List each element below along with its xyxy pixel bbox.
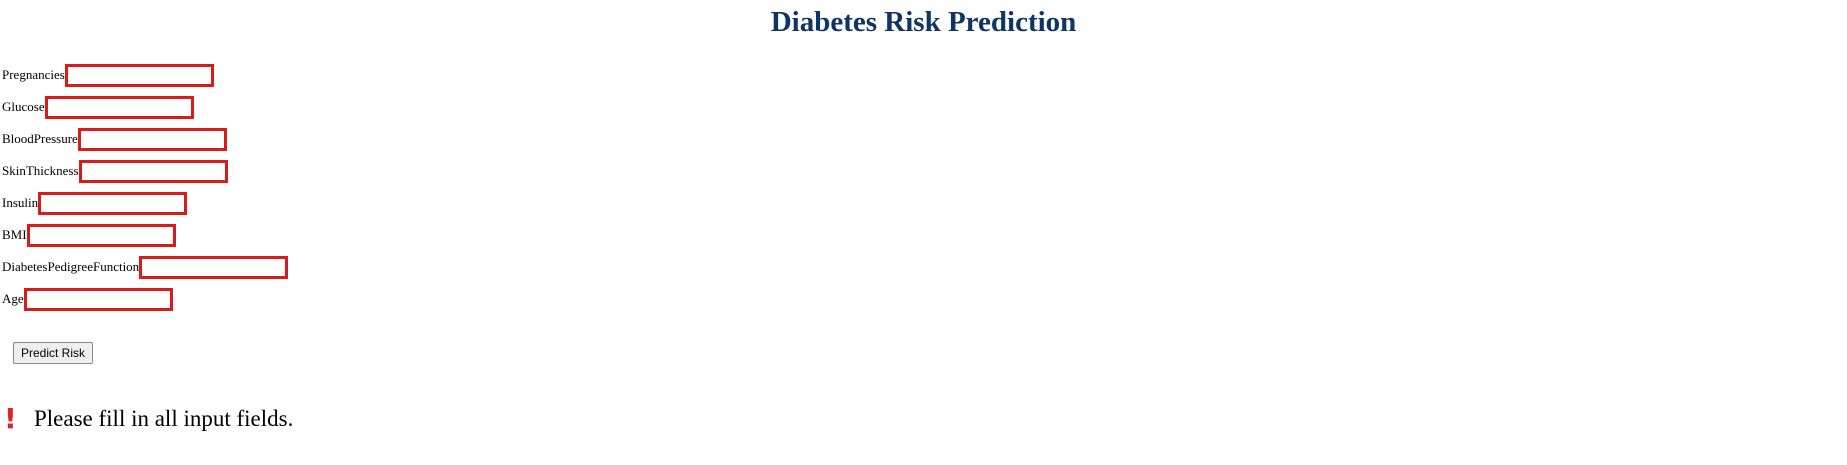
validation-message: ! Please fill in all input fields. (4, 405, 293, 433)
pregnancies-label: Pregnancies (2, 67, 65, 83)
age-input[interactable] (24, 288, 173, 311)
insulin-input[interactable] (38, 192, 187, 215)
predict-risk-button[interactable]: Predict Risk (13, 342, 93, 364)
glucose-label: Glucose (2, 99, 45, 115)
form-row-insulin: Insulin (2, 188, 187, 218)
diabetespedigreefunction-input[interactable] (139, 256, 288, 279)
pregnancies-input[interactable] (65, 64, 214, 87)
skinthickness-label: SkinThickness (2, 163, 79, 179)
form-row-bmi: BMI (2, 220, 176, 250)
form-row-bloodpressure: BloodPressure (2, 124, 227, 154)
insulin-label: Insulin (2, 195, 38, 211)
form-row-diabetespedigreefunction: DiabetesPedigreeFunction (2, 252, 288, 282)
diabetespedigreefunction-label: DiabetesPedigreeFunction (2, 259, 139, 275)
glucose-input[interactable] (45, 96, 194, 119)
validation-message-text: Please fill in all input fields. (34, 406, 293, 432)
bloodpressure-input[interactable] (78, 128, 227, 151)
skinthickness-input[interactable] (79, 160, 228, 183)
form-row-age: Age (2, 284, 173, 314)
bmi-label: BMI (2, 227, 27, 243)
exclamation-icon: ! (4, 405, 26, 433)
bmi-input[interactable] (27, 224, 176, 247)
form-row-pregnancies: Pregnancies (2, 60, 214, 90)
age-label: Age (2, 291, 24, 307)
form-row-skinthickness: SkinThickness (2, 156, 228, 186)
bloodpressure-label: BloodPressure (2, 131, 78, 147)
form-row-glucose: Glucose (2, 92, 194, 122)
page-title: Diabetes Risk Prediction (0, 6, 1847, 39)
